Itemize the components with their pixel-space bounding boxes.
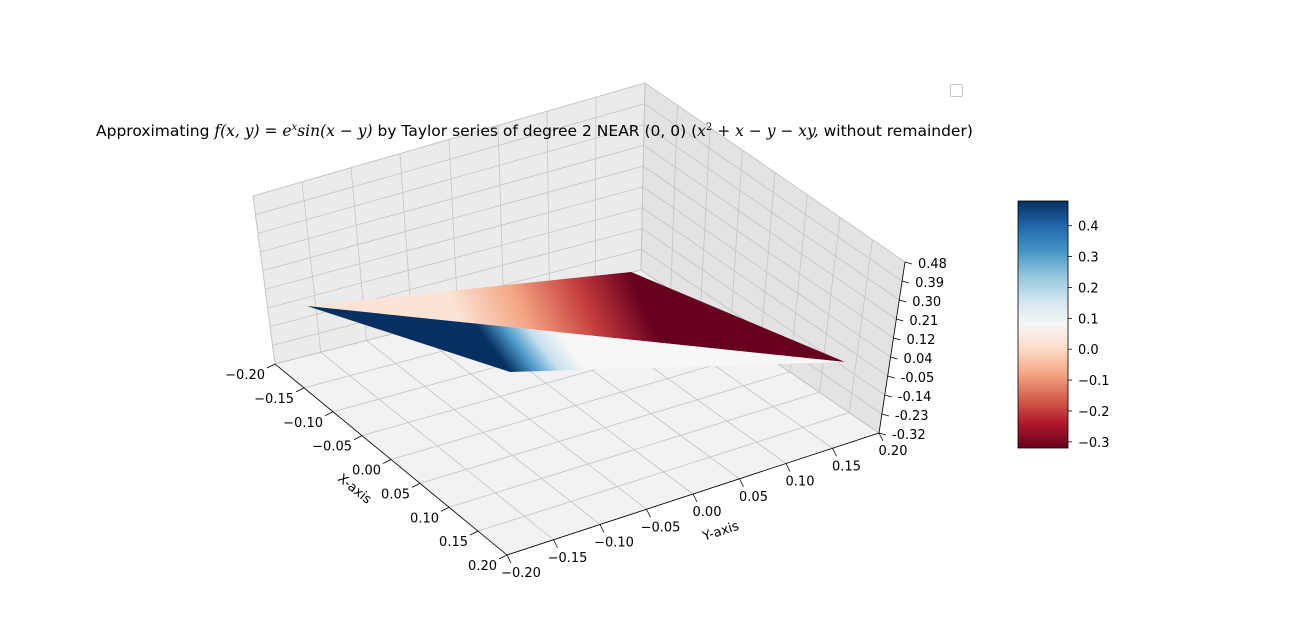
y-tick-mark [692,493,698,503]
x-tick-label: 0.05 [381,487,410,502]
grid-line [255,103,903,282]
y-tick-label: −0.20 [501,566,541,581]
z-tick-label: -0.14 [898,390,932,405]
grid-line [270,228,886,396]
y-tick-label: 0.05 [739,490,768,505]
surface-lower [307,306,845,372]
x-tick-mark [469,530,479,536]
y-tick-mark [832,448,837,457]
x-ticks: −0.20 −0.15 −0.10 −0.050.000.050.100.150.20 [225,363,508,574]
x-tick-label: 0.00 [352,464,381,479]
title-function-rest: sin(x − y) [297,122,373,141]
z-tick-mark [893,337,901,341]
y-tick-label: 0.20 [879,444,908,459]
z-tick-mark [884,394,892,398]
x-tick-label: 0.15 [439,535,468,550]
title-polynomial-exponent: 2 [705,122,713,133]
colorbar-tick-label: −0.2 [1078,405,1110,420]
y-tick-mark [878,432,884,442]
colorbar-tick-label: −0.3 [1078,436,1110,451]
y-ticks: −0.20 −0.15 −0.10 −0.05 0.00 0.05 0.10 0.15 0.20 [501,432,908,581]
y-tick-label: −0.10 [594,536,634,551]
y-tick-label: −0.05 [641,520,681,535]
x-tick-mark [498,554,508,560]
grid-line [265,186,891,358]
x-tick-label: 0.10 [410,511,439,526]
grid-line [257,124,900,301]
x-tick-label: −0.15 [254,392,294,407]
z-tick-label: 0.12 [906,333,935,348]
colorbar-tick-label: 0.1 [1078,312,1099,327]
title-middle: by Taylor series of degree 2 NEAR (0, 0)… [372,122,698,141]
y-tick-mark [599,524,605,533]
y-tick-label: −0.15 [548,551,588,566]
x-tick-label: −0.10 [283,416,323,431]
z-tick-label: -0.05 [901,371,935,386]
x-tick-mark [353,435,363,440]
z-tick-mark [896,318,904,322]
title-polynomial-rest: + x − y − xy, [712,122,819,141]
grid-line [262,165,894,339]
z-tick-mark [878,432,887,436]
colorbar [1017,200,1069,449]
z-ticks: -0.32 -0.23 -0.14 -0.05 0.04 0.12 0.21 0.30 0.39… [878,257,947,443]
z-tick-label: -0.32 [892,428,926,443]
surface-upper [307,272,845,362]
colorbar-ticks: 0.4 0.3 0.2 0.1 0.0 −0.1 −0.2 −0.3 [1068,220,1110,451]
title-function: f(x, y) = e [214,122,292,141]
x-tick-label: −0.20 [225,368,265,383]
grid-line [267,207,888,377]
z-tick-label: -0.23 [895,409,929,424]
x-tick-mark [440,506,450,512]
z-tick-label: 0.48 [918,257,947,272]
grid-line [260,144,897,320]
title-function-exponent: x [291,122,298,133]
title-polynomial: x [697,122,706,141]
z-tick-mark [881,413,889,417]
grid-line [252,82,906,263]
z-tick-mark [902,280,910,284]
y-tick-label: 0.15 [832,459,861,474]
y-tick-label: 0.10 [786,475,815,490]
z-tick-label: 0.39 [915,276,944,291]
z-tick-mark [890,356,898,360]
colorbar-tick-label: 0.3 [1078,251,1099,266]
x-tick-label: −0.05 [312,440,352,455]
z-tick-mark [887,375,895,379]
x-tick-mark [295,387,305,393]
title-suffix: without remainder) [818,122,973,141]
z-tick-mark [904,261,913,265]
colorbar-tick-label: 0.4 [1078,220,1099,235]
chart-title: Approximating f(x, y) = exsin(x − y) by … [96,122,973,140]
title-prefix: Approximating [96,122,215,141]
y-tick-mark [646,509,651,518]
z-tick-label: 0.30 [912,295,941,310]
colorbar-tick-label: 0.2 [1078,281,1099,296]
z-axis-line [878,261,906,434]
z-tick-label: 0.04 [904,352,933,367]
colorbar-tick-label: 0.0 [1078,343,1099,358]
y-tick-mark [739,478,744,487]
y-tick-mark [553,539,558,548]
x-tick-mark [266,363,276,369]
colorbar-tick-label: −0.1 [1078,374,1110,389]
x-tick-mark [324,411,334,417]
y-tick-label: 0.00 [693,505,722,520]
z-tick-label: 0.21 [909,314,938,329]
y-tick-mark [506,554,512,564]
x-tick-mark [382,459,392,464]
y-tick-mark [785,463,791,472]
y-axis-label: Y-axis [700,519,741,545]
z-tick-mark [899,299,907,303]
legend [950,84,963,97]
x-tick-label: 0.20 [468,559,497,574]
x-tick-mark [411,483,421,488]
